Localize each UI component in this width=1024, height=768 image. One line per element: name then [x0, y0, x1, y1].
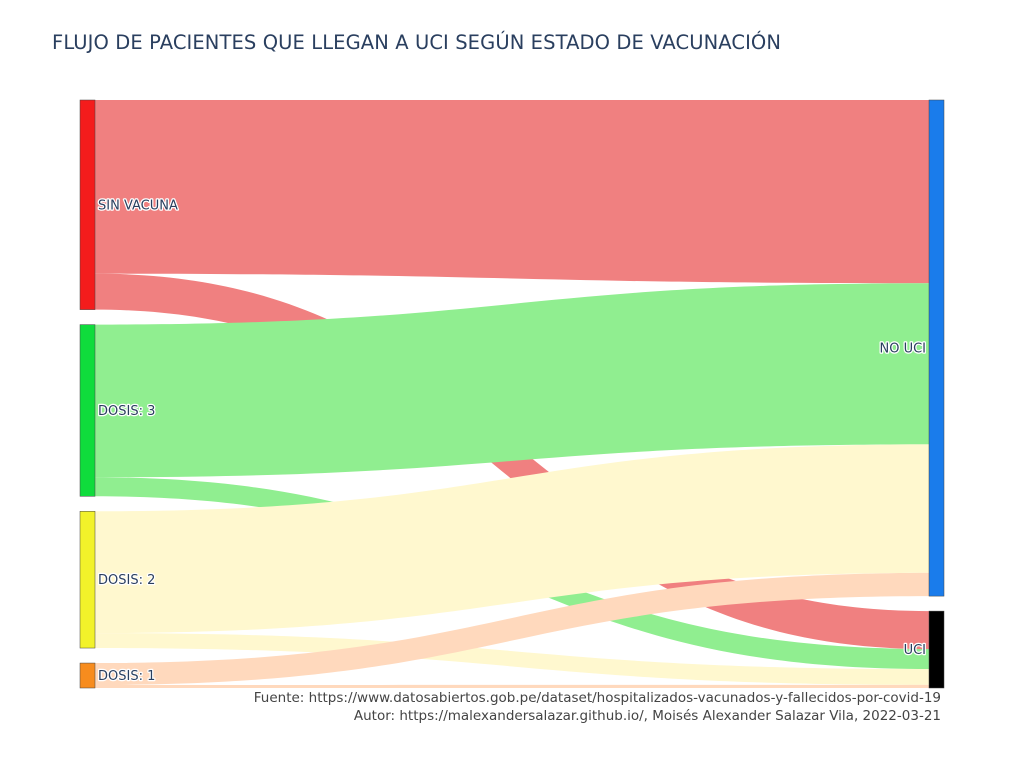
source-annotation: Fuente: https://www.datosabiertos.gob.pe… — [253, 690, 941, 706]
node-label-dosis3: DOSIS: 3 — [98, 404, 155, 419]
node-sin-vacuna[interactable] — [79, 99, 96, 310]
node-label-uci: UCI — [904, 643, 926, 658]
link-dosis2-to-no-uci[interactable] — [95, 444, 929, 634]
link-dosis3-to-no-uci[interactable] — [95, 283, 929, 478]
node-dosis2[interactable] — [79, 511, 96, 649]
chart-title: FLUJO DE PACIENTES QUE LLEGAN A UCI SEGÚ… — [52, 31, 782, 54]
nodes-layer — [79, 99, 945, 689]
node-dosis3[interactable] — [79, 324, 96, 497]
link-dosis2-to-uci[interactable] — [95, 633, 929, 685]
labels-layer: SIN VACUNA DOSIS: 3 DOSIS: 2 DOSIS: 1 NO UCI… — [97, 197, 928, 685]
link-sin-vacuna-to-no-uci[interactable] — [95, 100, 929, 284]
node-label-sin-vacuna: SIN VACUNA — [98, 198, 178, 213]
link-sin-vacuna-to-uci[interactable] — [95, 273, 929, 650]
node-uci[interactable] — [928, 610, 945, 689]
author-annotation: Autor: https://malexandersalazar.github.… — [353, 708, 941, 724]
node-label-dosis1: DOSIS: 1 — [98, 669, 155, 684]
links-layer — [95, 100, 929, 688]
node-dosis1[interactable] — [79, 662, 96, 689]
node-label-dosis2: DOSIS: 2 — [98, 573, 155, 588]
node-no-uci[interactable] — [928, 99, 945, 597]
node-label-no-uci: NO UCI — [879, 342, 926, 357]
link-dosis1-to-no-uci[interactable] — [95, 572, 929, 686]
link-dosis1-to-uci[interactable] — [95, 684, 929, 688]
